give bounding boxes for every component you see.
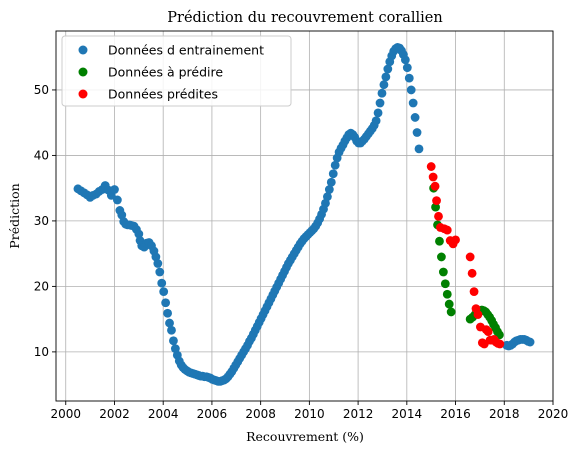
legend-marker-to-predict <box>78 67 88 77</box>
predicted-point <box>467 268 477 278</box>
y-tick-label: 20 <box>34 280 49 294</box>
training-point <box>165 318 174 328</box>
y-tick-label: 40 <box>34 149 49 163</box>
training-point <box>110 185 119 194</box>
predicted-point <box>430 181 440 191</box>
x-tick-label: 2018 <box>489 407 520 421</box>
training-point <box>330 160 340 170</box>
x-tick-label: 2002 <box>99 407 130 421</box>
predicted-point <box>434 211 443 221</box>
training-point <box>379 80 389 90</box>
to-predict-point <box>440 279 450 289</box>
legend-label-training: Données d entrainement <box>108 43 264 58</box>
to-predict-point <box>446 307 456 317</box>
y-axis: 10 20 30 40 50 <box>34 83 56 359</box>
to-predict-point <box>438 267 448 277</box>
x-tick-label: 2020 <box>538 407 569 421</box>
legend-marker-predicted <box>78 89 88 99</box>
training-point <box>402 63 412 73</box>
to-predict-point <box>442 289 452 299</box>
legend-marker-training <box>78 45 88 55</box>
training-point <box>326 177 336 187</box>
training-point <box>377 88 387 98</box>
y-axis-title: Prédiction <box>7 183 22 248</box>
training-point <box>371 116 381 126</box>
data-points <box>73 42 535 386</box>
training-point <box>112 195 122 205</box>
series-training <box>73 42 535 386</box>
y-tick-label: 30 <box>34 214 49 228</box>
x-tick-label: 2008 <box>245 407 276 421</box>
legend-label-to-predict: Données à prédire <box>108 65 223 80</box>
training-point <box>404 73 414 83</box>
training-point <box>155 267 165 277</box>
training-point <box>375 98 385 108</box>
x-axis-title: Recouvrement (%) <box>246 429 364 444</box>
training-point <box>169 336 178 346</box>
predicted-point <box>451 235 460 245</box>
training-point <box>328 169 338 179</box>
training-point <box>161 298 171 308</box>
x-axis: 2000 2002 2004 2006 2008 2010 2012 2014 2016 2018… <box>50 401 568 421</box>
predicted-point <box>473 310 483 319</box>
training-point <box>381 72 391 82</box>
x-tick-label: 2014 <box>392 407 423 421</box>
plot-frame <box>55 30 554 402</box>
training-point <box>134 229 144 239</box>
training-point <box>323 192 332 202</box>
predicted-point <box>442 225 452 235</box>
series-to-predict <box>429 183 504 340</box>
predicted-point <box>465 252 475 262</box>
x-tick-label: 2000 <box>50 407 81 421</box>
training-point <box>324 185 334 194</box>
to-predict-point <box>431 202 440 212</box>
x-tick-label: 2012 <box>343 407 374 421</box>
training-point <box>410 113 420 122</box>
x-tick-label: 2004 <box>148 407 179 421</box>
predicted-point <box>495 339 505 349</box>
legend-box <box>61 35 292 107</box>
y-tick-label: 10 <box>34 345 49 359</box>
x-tick-label: 2016 <box>440 407 471 421</box>
legend-label-predicted: Données prédites <box>108 87 218 102</box>
x-tick-label: 2010 <box>294 407 325 421</box>
y-tick-label: 50 <box>34 83 49 97</box>
to-predict-point <box>444 299 454 309</box>
legend: Données d entrainement Données à prédire… <box>61 35 292 107</box>
training-point <box>406 85 416 95</box>
training-point <box>412 128 422 137</box>
training-point <box>408 98 418 108</box>
training-point <box>163 308 172 318</box>
to-predict-point <box>435 236 444 246</box>
training-point <box>383 64 393 74</box>
training-point <box>159 287 169 297</box>
to-predict-point <box>437 252 446 262</box>
training-point <box>153 259 163 268</box>
chart-title: Prédiction du recouvrement corallien <box>167 10 442 26</box>
predicted-point <box>469 287 479 297</box>
predicted-point <box>483 327 493 336</box>
predicted-point <box>426 162 436 171</box>
training-point <box>400 55 410 65</box>
training-point <box>373 108 383 118</box>
training-point <box>157 278 167 288</box>
predicted-point <box>432 196 441 206</box>
training-point <box>167 325 176 335</box>
training-point <box>414 144 424 154</box>
training-point <box>525 337 535 347</box>
series-predicted <box>426 162 505 349</box>
x-tick-label: 2006 <box>197 407 228 421</box>
predicted-point <box>428 172 438 182</box>
